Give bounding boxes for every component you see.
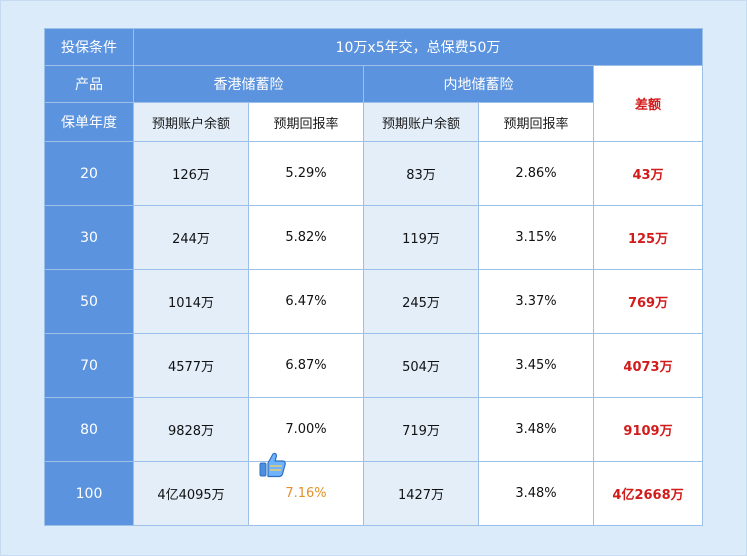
cn-rate-cell: 3.48%: [478, 461, 594, 526]
product-label: 产品: [44, 65, 134, 103]
hk-rate-cell: 5.29%: [248, 141, 364, 206]
hk-rate-header: 预期回报率: [248, 102, 364, 142]
cn-product-header: 内地储蓄险: [363, 65, 594, 103]
cn-rate-header: 预期回报率: [478, 102, 594, 142]
hk-balance-cell: 4577万: [133, 333, 249, 398]
year-cell: 70: [44, 333, 134, 398]
condition-value: 10万x5年交，总保费50万: [132, 28, 704, 66]
cn-balance-cell: 1427万: [363, 461, 479, 526]
table-row: 20 126万 5.29% 83万 2.86% 43万: [44, 141, 704, 206]
hk-product-header: 香港储蓄险: [133, 65, 364, 103]
year-label: 保单年度: [44, 102, 134, 142]
comparison-table: 投保条件 10万x5年交，总保费50万 产品 香港储蓄险 内地储蓄险 差额 保单…: [44, 28, 704, 526]
thumbs-up-icon: [259, 452, 286, 478]
diff-cell: 9109万: [592, 397, 704, 462]
diff-header: 差额: [592, 65, 704, 142]
diff-cell: 4073万: [592, 333, 704, 398]
cn-rate-cell: 3.45%: [478, 333, 594, 398]
year-cell: 30: [44, 205, 134, 270]
cn-balance-cell: 119万: [363, 205, 479, 270]
hk-balance-cell: 126万: [133, 141, 249, 206]
condition-label: 投保条件: [44, 28, 134, 66]
hk-balance-header: 预期账户余额: [133, 102, 249, 142]
hk-rate-cell: 5.82%: [248, 205, 364, 270]
diff-cell: 4亿2668万: [592, 461, 704, 526]
year-cell: 100: [44, 461, 134, 526]
hk-balance-cell: 1014万: [133, 269, 249, 334]
table-row: 100 4亿4095万 7.16% 1427万 3.48% 4亿2668万: [44, 461, 704, 526]
cn-rate-cell: 3.48%: [478, 397, 594, 462]
cn-balance-header: 预期账户余额: [363, 102, 479, 142]
hk-rate-cell: 6.87%: [248, 333, 364, 398]
diff-cell: 769万: [592, 269, 704, 334]
cn-balance-cell: 245万: [363, 269, 479, 334]
hk-balance-cell: 4亿4095万: [133, 461, 249, 526]
cn-balance-cell: 504万: [363, 333, 479, 398]
diff-cell: 43万: [592, 141, 704, 206]
table-row: 70 4577万 6.87% 504万 3.45% 4073万: [44, 333, 704, 398]
table-row: 50 1014万 6.47% 245万 3.37% 769万: [44, 269, 704, 334]
year-cell: 50: [44, 269, 134, 334]
hk-balance-cell: 9828万: [133, 397, 249, 462]
year-cell: 20: [44, 141, 134, 206]
diff-cell: 125万: [592, 205, 704, 270]
cn-rate-cell: 3.37%: [478, 269, 594, 334]
cn-balance-cell: 719万: [363, 397, 479, 462]
year-cell: 80: [44, 397, 134, 462]
cn-rate-cell: 2.86%: [478, 141, 594, 206]
hk-rate-cell: 6.47%: [248, 269, 364, 334]
table-row: 80 9828万 7.00% 719万 3.48% 9109万: [44, 397, 704, 462]
cn-rate-cell: 3.15%: [478, 205, 594, 270]
hk-balance-cell: 244万: [133, 205, 249, 270]
table-row: 30 244万 5.82% 119万 3.15% 125万: [44, 205, 704, 270]
cn-balance-cell: 83万: [363, 141, 479, 206]
